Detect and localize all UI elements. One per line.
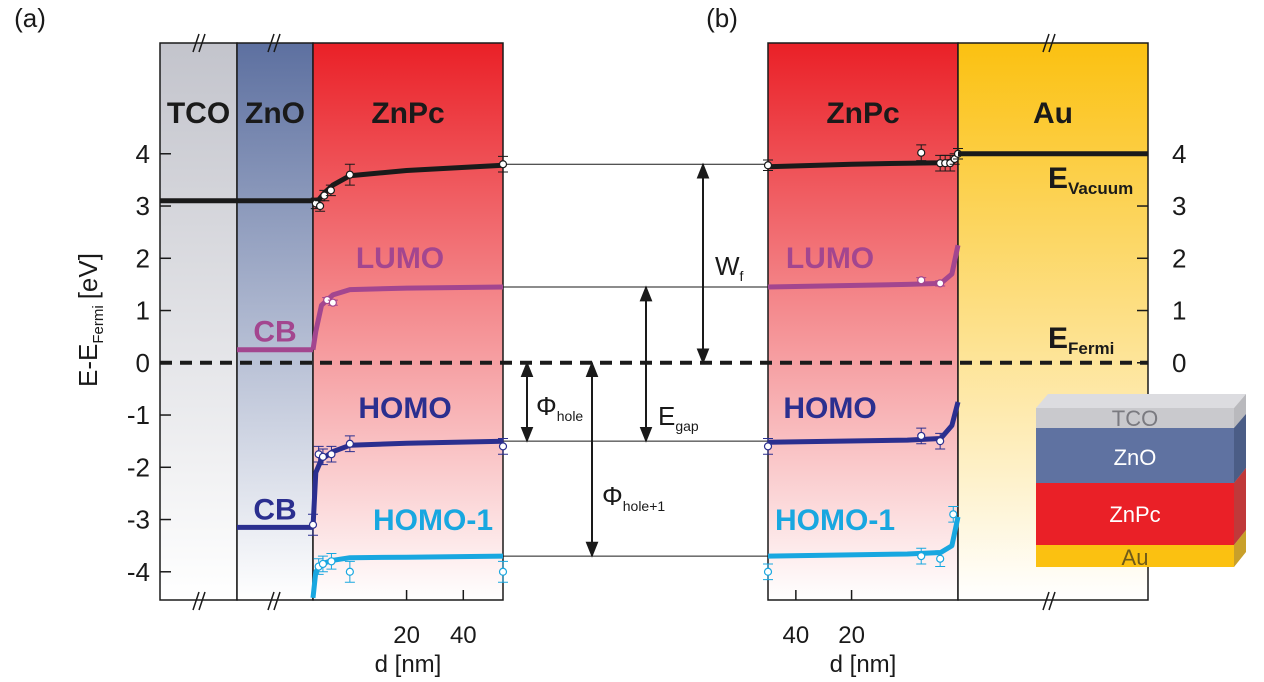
y-tick-label: 1 [136,296,150,326]
region-name: ZnPc [371,97,444,130]
y-axis-label-main: E-E [73,344,103,387]
annotation-label-main: Φ [602,481,623,511]
x-tick-label: 40 [450,622,477,649]
page: body { margin: 0; width: 1264px; height:… [0,0,1264,682]
data-point [317,203,324,210]
data-point [937,555,944,562]
data-point [918,149,925,156]
data-point [937,280,944,287]
y2-tick-label: 2 [1172,243,1186,273]
series-label: LUMO [356,242,444,275]
data-point [765,162,772,169]
y-tick-label: 3 [136,191,150,221]
annotation-label-sub: f [740,268,744,284]
data-point [500,161,507,168]
data-point [319,560,326,567]
annotation-label-main: Φ [536,391,557,421]
annotation-label-sub: hole+1 [623,498,666,514]
data-point [937,438,944,445]
data-point [500,568,507,575]
series-label: HOMO [358,392,451,425]
inset-label: ZnPc [1109,502,1160,527]
x-tick-label: 20 [393,622,420,649]
y-tick-label: 2 [136,243,150,273]
x-axis-label: d [nm] [830,651,897,678]
series-label: LUMO [786,242,874,275]
y2-tick-label: 4 [1172,139,1186,169]
y-tick-label: -2 [127,452,150,482]
data-point [328,558,335,565]
annotation-label-main: W [715,251,740,281]
y-axis-label-unit: [eV] [73,253,103,299]
annotation-label: Egap [658,401,699,434]
region-name: Au [1033,97,1073,130]
annotation-label: Φhole [536,391,583,424]
data-point [346,568,353,575]
annotation-label: Wf [715,251,744,284]
data-point [329,299,336,306]
y-tick-label: -1 [127,400,150,430]
y2-tick-label: 3 [1172,191,1186,221]
panel-label: (a) [14,3,46,33]
data-point [765,443,772,450]
annotation-label: Φhole+1 [602,481,665,514]
level-label: CB [253,316,296,349]
data-point [765,568,772,575]
region-name: ZnPc [826,97,899,130]
panel-label: (b) [706,3,738,33]
data-point [328,451,335,458]
data-point [327,187,334,194]
data-point [950,511,957,518]
data-point [918,553,925,560]
data-point [346,171,353,178]
series-label: HOMO-1 [775,504,895,537]
x-tick-label: 20 [838,622,865,649]
body: {"chart_data": { "type": "energy-diagram… [0,0,1264,682]
series-label: HOMO [783,392,876,425]
y2-tick-label: 1 [1172,296,1186,326]
annotation-label-main: E [658,401,675,431]
y-axis-label-sub: Fermi [90,305,107,343]
figure: (a)TCOZnOCBCBZnPc2040d [nm]LUMOHOMOHOMO-… [0,0,1264,682]
fermi-label-sub: Fermi [1068,339,1114,358]
region-name: TCO [167,97,230,130]
data-point [319,453,326,460]
vacuum-label-sub: Vacuum [1068,179,1133,198]
inset: TCO ZnO ZnPc Au [1036,394,1246,570]
inset-label: Au [1122,545,1149,570]
y2-tick-label: 0 [1172,348,1186,378]
y-tick-label: -3 [127,505,150,535]
x-axis-label: d [nm] [375,651,442,678]
fermi-label-main: E [1048,322,1068,355]
annotation-label-sub: gap [675,418,699,434]
data-point [310,521,317,528]
y-tick-label: 0 [136,348,150,378]
data-point [500,443,507,450]
vacuum-label-main: E [1048,162,1068,195]
data-point [918,277,925,284]
level-label: CB [253,493,296,526]
y-tick-label: 4 [136,139,150,169]
y-axis-label: E-EFermi [eV] [73,253,107,387]
annotation-label-sub: hole [557,408,584,424]
region-name: ZnO [245,97,305,130]
inset-label: ZnO [1114,445,1157,470]
inset-label: TCO [1112,406,1158,431]
regions [160,43,1148,600]
y-tick-label: -4 [127,557,150,587]
x-tick-label: 40 [783,622,810,649]
data-point [346,440,353,447]
series-label: HOMO-1 [373,504,493,537]
data-point [918,432,925,439]
